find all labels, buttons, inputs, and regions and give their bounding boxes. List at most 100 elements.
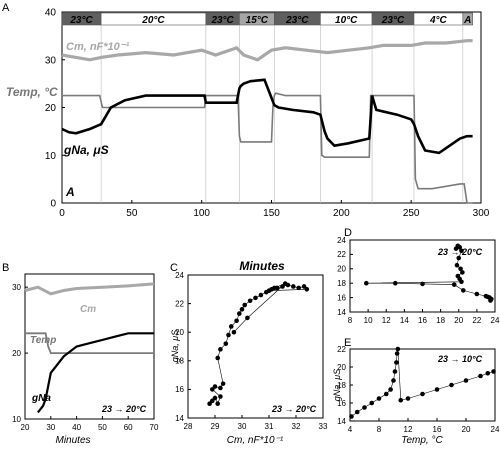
- e-x-tick-label: 8: [377, 425, 382, 434]
- scatter-point: [349, 414, 354, 419]
- panel-b-frame: [24, 273, 155, 420]
- scatter-point: [291, 284, 296, 289]
- temp-band-label: A: [463, 15, 471, 26]
- scatter-point: [266, 288, 272, 294]
- scatter-point: [485, 371, 491, 376]
- scatter-point: [454, 262, 460, 268]
- panel-b-x-label: Minutes: [55, 435, 90, 446]
- scatter-point: [215, 355, 220, 361]
- panel-c-title: Minutes: [239, 259, 285, 273]
- scatter-point: [485, 294, 491, 300]
- d-x-tick-label: 20: [454, 316, 463, 325]
- scatter-point: [228, 324, 234, 329]
- d-y-tick-label: 16: [337, 293, 346, 302]
- temp-band-label: 10°C: [335, 15, 358, 26]
- c-x-tick-label: 29: [211, 422, 220, 431]
- scatter-point: [488, 298, 493, 303]
- scatter-point: [362, 405, 367, 410]
- scatter-point: [364, 280, 369, 286]
- b-y-tick-label: 20: [12, 349, 21, 358]
- scatter-point: [391, 378, 396, 383]
- d-x-tick-label: 22: [472, 316, 481, 325]
- panel-b-gna-line: [37, 332, 154, 414]
- a-x-tick-label: 100: [193, 208, 210, 219]
- scatter-point: [392, 369, 398, 374]
- e-y-tick-label: 20: [337, 363, 346, 372]
- a-y-tick-label: 30: [45, 55, 57, 66]
- scatter-point: [237, 311, 242, 316]
- temp-band-label: 23°C: [210, 15, 234, 26]
- temp-band-label: 23°C: [285, 15, 309, 26]
- panel-d-points: [364, 243, 494, 303]
- panel-e-points: [349, 346, 496, 419]
- d-x-tick-label: 24: [491, 316, 500, 325]
- scatter-point: [212, 384, 218, 389]
- scatter-point: [383, 391, 389, 397]
- a-y-tick-label: 0: [50, 199, 56, 210]
- panel-c-x-label: Cm, nF*10⁻¹: [227, 435, 284, 446]
- panel-d-transition-label: 23 → 20°C: [437, 247, 483, 257]
- scatter-point: [474, 291, 480, 297]
- a-x-tick-label: 250: [403, 208, 420, 219]
- scatter-point: [458, 266, 463, 272]
- scatter-point: [234, 318, 239, 324]
- scatter-point: [451, 282, 457, 287]
- panel-a-dividers: [100, 25, 464, 203]
- panel-a-y-ticks: 0 10 20 30 40: [45, 8, 65, 210]
- panel-d-x-ticks: 8 10 12 14 16 18 20 22 24: [348, 309, 500, 325]
- panel-b-temp-label: Temp: [30, 335, 56, 346]
- scatter-point: [434, 387, 440, 392]
- c-x-tick-label: 30: [238, 422, 247, 431]
- panel-c-points: [207, 281, 310, 407]
- c-x-tick-label: 33: [319, 422, 328, 431]
- b-y-tick-label: 30: [12, 283, 21, 292]
- temp-band-label: 4°C: [429, 15, 448, 26]
- panel-e-y-ticks: 14 16 18 20 22: [337, 345, 353, 426]
- panel-a: A 23°C 20°C 23°C 15°C 23°C 10°C 23°C 4°C A 0 10 20…: [2, 2, 490, 219]
- d-y-tick-label: 18: [337, 279, 346, 288]
- e-x-tick-label: 16: [433, 425, 442, 434]
- scatter-point: [457, 244, 462, 250]
- panel-b-cm-label: Cm: [80, 304, 96, 315]
- panel-e: E 14 16 18 20 22 4 8 12 16 20 24 23 → 10°C Temp, …: [332, 337, 500, 446]
- scatter-point: [449, 382, 454, 388]
- scatter-point: [210, 387, 215, 392]
- scatter-point: [459, 248, 464, 254]
- scatter-point: [459, 279, 464, 285]
- a-x-tick-label: 50: [126, 208, 138, 219]
- c-y-tick-label: 16: [175, 385, 184, 394]
- panel-e-x-label: Temp, °C: [401, 435, 443, 446]
- e-y-tick-label: 22: [337, 345, 346, 354]
- scatter-point: [282, 281, 288, 286]
- e-x-tick-label: 4: [348, 425, 353, 434]
- panel-d-letter: D: [344, 227, 352, 239]
- scatter-point: [258, 292, 264, 298]
- e-x-tick-label: 20: [462, 425, 471, 434]
- d-y-tick-label: 20: [337, 265, 346, 274]
- scatter-point: [420, 391, 425, 397]
- scatter-point: [210, 398, 215, 404]
- a-x-tick-label: 150: [263, 208, 280, 219]
- panel-a-gna-label: gNa, μS: [63, 143, 109, 157]
- e-y-tick-label: 18: [337, 381, 346, 390]
- b-x-tick-label: 60: [124, 423, 133, 432]
- scatter-point: [388, 387, 393, 392]
- panel-b-x-ticks: 20 30 40 50 60 70: [21, 416, 159, 432]
- b-x-tick-label: 20: [21, 423, 30, 432]
- panel-a-temp-line: [62, 92, 473, 204]
- scatter-point: [296, 285, 302, 291]
- scatter-point: [393, 280, 398, 286]
- scatter-point: [398, 398, 404, 403]
- scatter-point: [280, 284, 285, 289]
- scatter-point: [405, 396, 411, 401]
- scatter-point: [253, 295, 258, 301]
- panel-a-x-ticks: 0 50 100 150 200 250 300: [59, 200, 490, 219]
- panel-a-inner-letter: A: [65, 185, 75, 199]
- panel-c-y-ticks: 14 16 18 20 22 24: [175, 271, 191, 423]
- scatter-point: [369, 400, 375, 406]
- panel-c-y-label: gNa, μS: [170, 330, 180, 362]
- scatter-point: [394, 351, 400, 356]
- d-x-tick-label: 14: [400, 316, 409, 325]
